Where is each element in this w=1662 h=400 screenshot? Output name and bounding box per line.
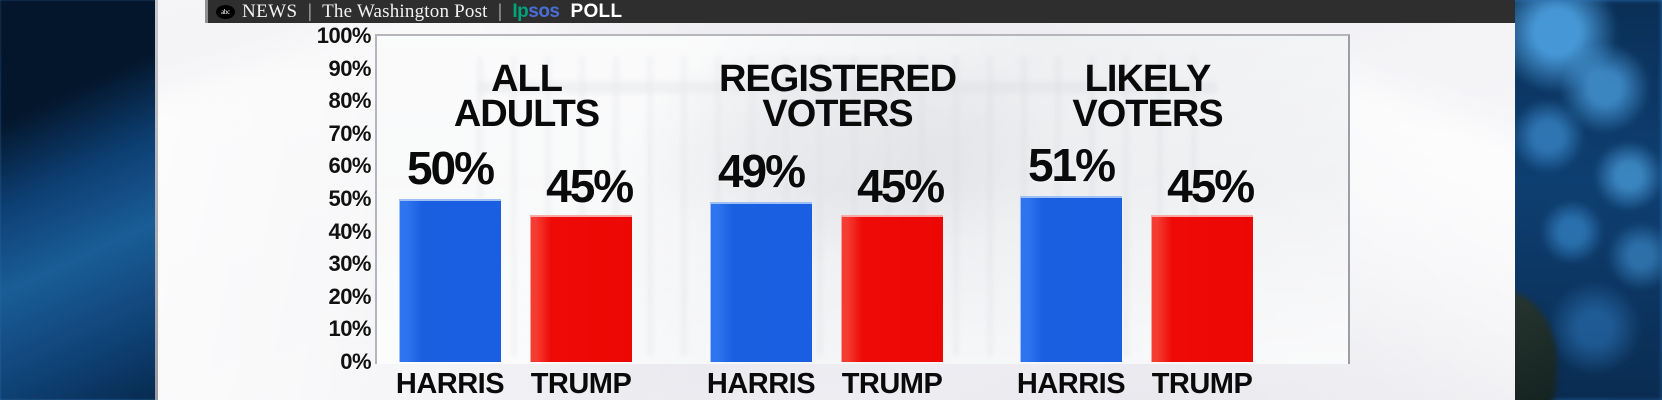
- bar-group-registered: REGISTERED VOTERS 49% HARRIS 45% TRUMP: [707, 36, 965, 400]
- bar-column-trump[interactable]: 45% TRUMP: [530, 36, 634, 400]
- studio-backdrop-left: [0, 0, 160, 400]
- y-axis-tick-label: 50%: [328, 186, 371, 211]
- banner-separator-1: |: [307, 1, 313, 21]
- y-axis-tick-label: 40%: [328, 218, 371, 244]
- pollster-logo: Ipsos: [512, 0, 560, 23]
- y-axis-tick-label: 10%: [328, 316, 371, 342]
- y-axis-tick-label: 80%: [328, 88, 371, 114]
- network-name: NEWS: [242, 0, 298, 22]
- bar-candidate-name: TRUMP: [841, 368, 943, 400]
- bar-value-label: 49%: [717, 145, 806, 198]
- bar-group-title-line-2: VOTERS: [1072, 93, 1223, 136]
- bar-candidate-name: HARRIS: [1016, 368, 1126, 400]
- slate-left-edge: [155, 0, 158, 400]
- bar-column-harris[interactable]: 50% HARRIS: [396, 36, 505, 400]
- poll-source-banner: abc NEWS | The Washington Post | Ipsos P…: [205, 0, 1515, 23]
- y-axis-tick-label: 100%: [316, 23, 372, 48]
- bar-group-title: REGISTERED VOTERS: [719, 60, 957, 136]
- bar-column-harris[interactable]: 49% HARRIS: [707, 36, 816, 400]
- abc-logo-icon: abc: [216, 4, 235, 19]
- bar-trump[interactable]: [530, 215, 632, 362]
- bar-value-label: 45%: [546, 160, 634, 213]
- bar-value-label: 50%: [406, 142, 495, 194]
- bar-column-trump[interactable]: 45% TRUMP: [1151, 36, 1255, 400]
- y-axis-tick-label: 90%: [328, 55, 371, 81]
- bar-group-title: ALL ADULTS: [453, 60, 600, 136]
- y-axis-tick-label: 30%: [328, 251, 371, 277]
- bar-group-title-line-1: LIKELY: [1084, 58, 1212, 100]
- bar-group-likely: LIKELY VOTERS 51% HARRIS 45% TRUMP: [1017, 36, 1275, 400]
- bar-column-harris[interactable]: 51% HARRIS: [1017, 36, 1126, 400]
- bar-harris[interactable]: [1020, 195, 1122, 362]
- pollster-logo-part-2: sos: [528, 0, 560, 22]
- bar-group-all: ALL ADULTS 50% HARRIS 45% TRUMP: [396, 36, 654, 400]
- pollster-logo-part-1: Ip: [512, 0, 529, 22]
- partner-name: The Washington Post: [322, 0, 488, 22]
- bar-value-label: 51%: [1027, 138, 1116, 191]
- bar-column-trump[interactable]: 45% TRUMP: [841, 36, 945, 400]
- bar-group-title-line-1: ALL: [491, 58, 563, 100]
- y-axis-tick-label: 60%: [328, 153, 371, 179]
- bar-value-label: 45%: [1167, 160, 1255, 213]
- bar-group-title: LIKELY VOTERS: [1072, 60, 1223, 136]
- bar-trump[interactable]: [1151, 215, 1253, 362]
- bar-candidate-name: HARRIS: [706, 368, 816, 400]
- banner-separator-2: |: [497, 1, 503, 21]
- y-axis: 100% 90% 80% 70% 60% 50% 40% 30% 20% 10% 0%: [285, 23, 372, 374]
- plot-area: ALL ADULTS 50% HARRIS 45% TRUMP REGISTERED VOTE…: [377, 36, 1348, 400]
- studio-backdrop-left-glow: [0, 0, 160, 400]
- y-axis-tick-label: 20%: [328, 283, 371, 309]
- bar-trump[interactable]: [841, 215, 943, 362]
- bar-group-title-line-2: VOTERS: [762, 93, 913, 136]
- y-axis-tick-label: 70%: [328, 120, 371, 146]
- banner-left-rule: [205, 0, 208, 23]
- bar-candidate-name: HARRIS: [395, 368, 505, 400]
- bar-value-label: 45%: [857, 160, 945, 213]
- bar-candidate-name: TRUMP: [530, 368, 632, 400]
- bar-harris[interactable]: [710, 202, 812, 362]
- y-axis-tick-label: 0%: [340, 349, 371, 374]
- bar-group-title-line-2: ADULTS: [453, 93, 600, 136]
- poll-label: POLL: [570, 0, 623, 22]
- bar-harris[interactable]: [399, 199, 501, 362]
- bar-group-title-line-1: REGISTERED: [718, 58, 957, 100]
- bar-candidate-name: TRUMP: [1151, 368, 1253, 400]
